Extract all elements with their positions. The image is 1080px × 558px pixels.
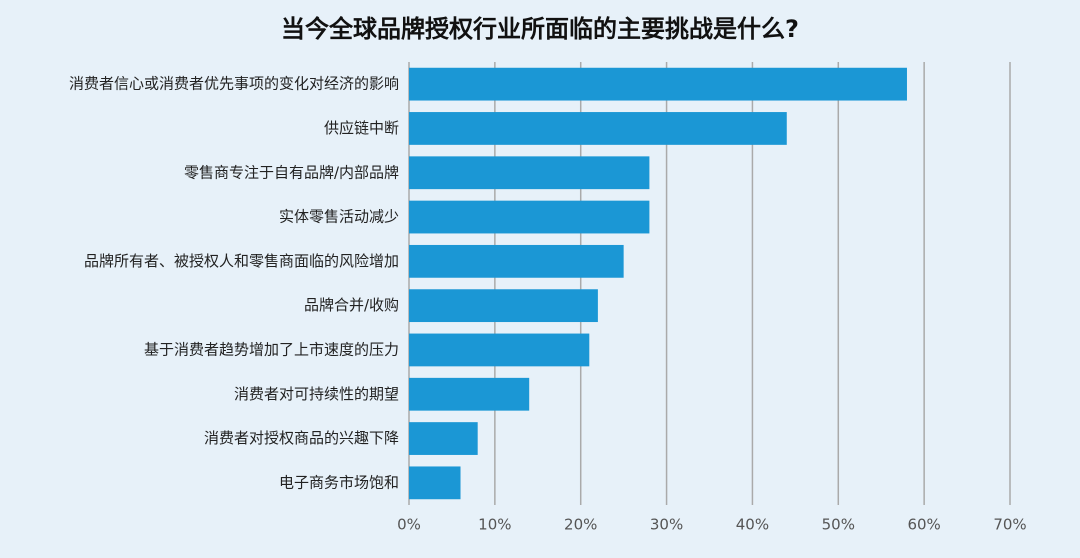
- y-tick-label: 消费者对可持续性的期望: [234, 385, 399, 403]
- bar: [409, 67, 907, 101]
- x-tick-label: 60%: [907, 516, 940, 534]
- bar: [409, 466, 461, 500]
- bar: [409, 422, 478, 455]
- x-tick-label: 0%: [397, 516, 421, 534]
- x-tick-label: 10%: [478, 516, 511, 534]
- bar: [409, 156, 650, 190]
- y-tick-label: 电子商务市场饱和: [279, 473, 399, 491]
- x-tick-label: 30%: [650, 516, 683, 534]
- x-tick-label: 70%: [993, 516, 1026, 534]
- bar: [409, 244, 624, 278]
- bar: [409, 112, 787, 145]
- y-tick-label: 消费者对授权商品的兴趣下降: [204, 429, 399, 447]
- y-tick-label: 品牌所有者、被授权人和零售商面临的风险增加: [84, 252, 399, 270]
- bar: [409, 377, 530, 411]
- x-tick-label: 20%: [564, 516, 597, 534]
- y-tick-label: 消费者信心或消费者优先事项的变化对经济的影响: [69, 75, 399, 93]
- y-tick-label: 供应链中断: [324, 119, 399, 137]
- bar: [409, 289, 598, 323]
- bar: [409, 333, 590, 367]
- bar: [409, 200, 650, 234]
- chart-title: 当今全球品牌授权行业所面临的主要挑战是什么?: [281, 15, 799, 43]
- x-tick-label: 40%: [736, 516, 769, 534]
- y-tick-label: 实体零售活动减少: [279, 208, 399, 226]
- x-tick-label: 50%: [822, 516, 855, 534]
- y-tick-label: 品牌合并/收购: [304, 296, 399, 314]
- y-tick-label: 零售商专注于自有品牌/内部品牌: [184, 163, 399, 181]
- y-tick-label: 基于消费者趋势增加了上市速度的压力: [144, 340, 399, 358]
